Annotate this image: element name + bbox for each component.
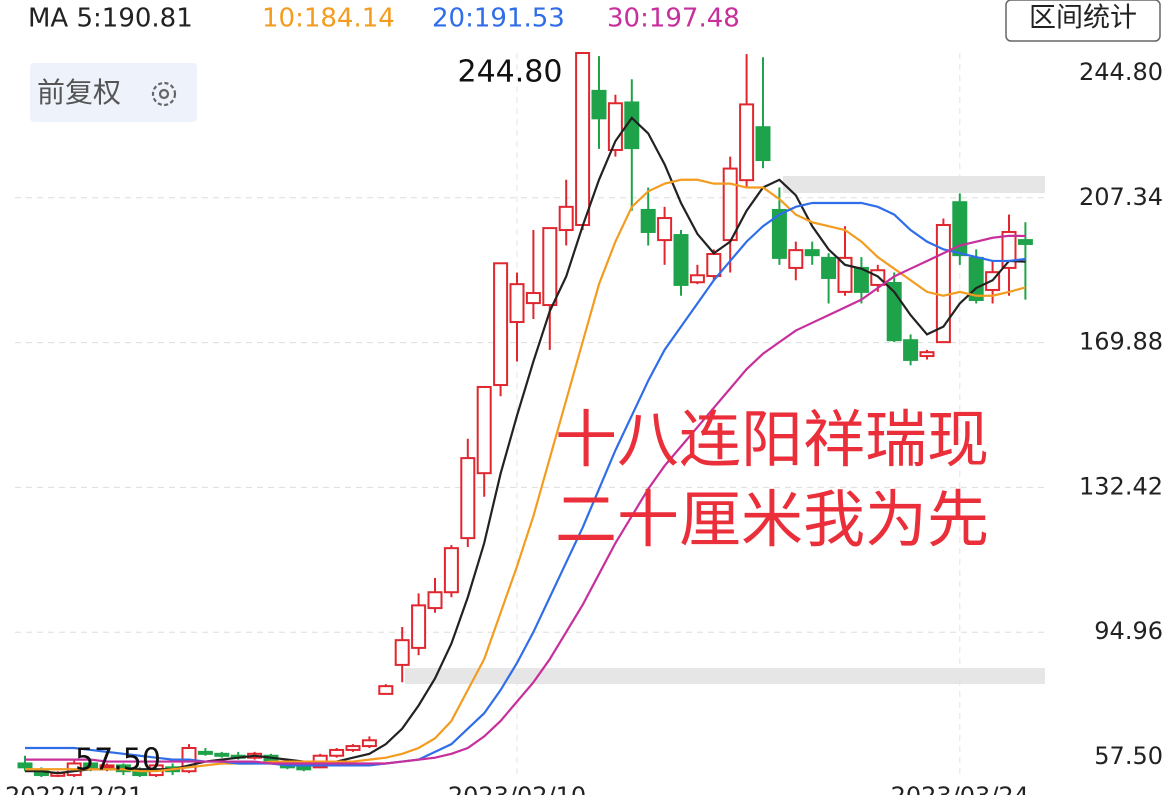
candle-body [771, 208, 787, 259]
range-band [405, 668, 1045, 684]
legend-entry: 10:184.14 [262, 4, 395, 34]
gear-outline [151, 81, 177, 107]
candle-body [804, 249, 820, 257]
legend: MA 5:190.81 10:184.14 20:191.53 30:197.48 [28, 4, 740, 34]
gear-hub [158, 88, 170, 100]
slogan-line: 十八连阳祥瑞现 [555, 403, 989, 476]
candle-body [17, 762, 33, 769]
candle-body [739, 103, 755, 182]
gear-icon[interactable] [151, 81, 177, 107]
candle-body [755, 126, 771, 162]
range-stat-label[interactable]: 区间统计 [1029, 3, 1137, 34]
candle-body [952, 201, 968, 257]
candle-body [509, 283, 525, 324]
candle-body [493, 262, 509, 387]
candle-body [919, 351, 935, 358]
low-annotation: 57.50 [75, 743, 161, 778]
candle-body [525, 292, 541, 305]
x-tick-label: 2023/02/10 [448, 782, 586, 795]
plot [15, 52, 1045, 777]
legend-entry: MA 5:190.81 [28, 4, 193, 34]
ma-line [25, 201, 1026, 767]
range-stat-button[interactable] [1005, 0, 1161, 42]
candle-body [903, 339, 919, 361]
candle-body [411, 604, 427, 649]
candle-body [99, 764, 115, 769]
candle-body [1001, 230, 1017, 269]
candle-body [296, 766, 312, 771]
legend-entry: 30:197.48 [607, 4, 740, 34]
candle-body [788, 249, 804, 269]
candle-body [673, 234, 689, 286]
candle-body [657, 217, 673, 242]
range-band [783, 176, 1045, 193]
candle-body [837, 256, 853, 293]
legend-entry: 20:191.53 [432, 4, 565, 34]
y-tick-label: 94.96 [1094, 617, 1163, 645]
candle-body [214, 752, 230, 757]
candle-body [345, 745, 361, 751]
candle-body [476, 385, 492, 475]
x-tick-label: 2022/12/21 [5, 782, 143, 795]
y-tick-label: 132.42 [1079, 472, 1163, 500]
candle-body [821, 256, 837, 279]
candle-body [329, 748, 345, 757]
ma-line [25, 234, 1026, 765]
y-tick-label: 169.88 [1079, 328, 1163, 356]
high-annotation: 244.80 [458, 55, 563, 90]
candle-body [197, 750, 213, 755]
y-tick-label: 244.80 [1079, 58, 1163, 86]
candle-body [935, 224, 951, 344]
y-tick-label: 207.34 [1079, 183, 1163, 211]
slogan-line: 二十厘米我为先 [555, 483, 989, 556]
candle-body [1017, 239, 1033, 245]
candle-body [443, 547, 459, 594]
x-tick-label: 2023/03/24 [891, 782, 1029, 795]
candle-body [591, 89, 607, 120]
candle-body [378, 685, 394, 695]
candle-body [706, 253, 722, 278]
candle-body [575, 52, 591, 227]
y-tick-label: 57.50 [1094, 742, 1163, 770]
candle-body [722, 167, 738, 242]
candle-body [558, 205, 574, 232]
candle-body [361, 739, 377, 748]
candle-body [640, 208, 656, 233]
candle-body [542, 227, 558, 307]
ma-line [25, 116, 1026, 775]
ma-line [25, 178, 1026, 773]
candle-body [689, 274, 705, 284]
candle-body [427, 591, 443, 610]
adjust-button[interactable] [30, 63, 197, 122]
candle-body [394, 639, 410, 666]
candle-body [83, 762, 99, 769]
candle-body [460, 457, 476, 540]
adjust-label[interactable]: 前复权 [37, 76, 121, 109]
